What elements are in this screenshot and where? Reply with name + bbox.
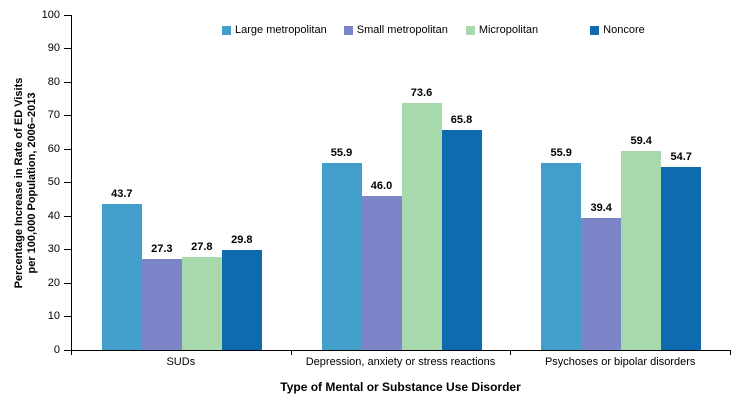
legend-label: Noncore <box>603 24 645 36</box>
y-tick: 100 <box>42 9 71 20</box>
y-tick: 70 <box>48 110 71 121</box>
legend-swatch-icon <box>222 26 231 35</box>
bar-value-label: 43.7 <box>111 187 133 200</box>
x-axis-title: Type of Mental or Substance Use Disorder <box>280 380 521 394</box>
bar: 55.9 <box>541 147 582 350</box>
y-tick: 50 <box>48 177 71 188</box>
x-tick <box>290 351 292 355</box>
y-tick: 60 <box>48 143 71 154</box>
x-category-label: Psychoses or bipolar disorders <box>544 356 696 368</box>
bar-value-label: 46.0 <box>370 179 393 192</box>
chart-legend: Large metropolitan Small metropolitan Micr… <box>222 25 645 36</box>
x-category-label: Depression, anxiety or stress reactions <box>305 356 496 368</box>
y-tick-label: 20 <box>47 276 60 289</box>
x-tick <box>730 351 731 355</box>
legend-label: Small metropolitan <box>356 24 448 36</box>
bar-group: 55.9 46.0 73.6 65.8 <box>292 15 512 350</box>
y-tick-label: 70 <box>47 109 60 121</box>
bar: 54.7 <box>661 151 702 350</box>
y-axis-title: Percentage Increase in Rate of ED Visits… <box>13 77 38 289</box>
bar-value-label: 59.4 <box>630 135 652 148</box>
x-tick <box>510 351 512 355</box>
bar: 73.6 <box>401 87 442 350</box>
y-tick: 90 <box>48 43 71 54</box>
legend-item: Micropolitan <box>465 24 539 36</box>
bar-value-label: 27.8 <box>191 240 213 253</box>
legend-item: Noncore <box>590 25 645 36</box>
bar-value-label: 65.8 <box>450 113 473 126</box>
x-tick <box>71 351 72 355</box>
bar: 59.4 <box>621 135 662 350</box>
y-tick: 30 <box>48 244 71 255</box>
bar: 55.9 <box>321 147 362 350</box>
bar-groups: 43.7 27.3 27.8 29.8 55.9 46.0 73.6 65.8 55.9 39.4… <box>72 15 731 350</box>
bar: 46.0 <box>361 180 402 350</box>
bar-value-label: 54.7 <box>670 150 692 163</box>
bar: 39.4 <box>581 202 622 350</box>
legend-swatch-icon <box>465 26 475 35</box>
legend-item: Small metropolitan <box>343 24 448 36</box>
y-tick: 20 <box>48 277 71 288</box>
plot-area: 0 10 20 30 40 50 60 70 80 90 100 43.7 27.3 27.8 29.8 5… <box>42 9 731 355</box>
legend-label: Micropolitan <box>478 24 539 36</box>
bar-group: 43.7 27.3 27.8 29.8 <box>72 15 292 350</box>
bar: 27.8 <box>181 241 222 350</box>
y-tick-label: 50 <box>47 176 60 188</box>
y-tick: 10 <box>48 311 71 322</box>
x-category-label: SUDs <box>166 356 196 368</box>
y-tick-label: 10 <box>47 310 60 322</box>
y-tick-label: 0 <box>53 343 60 356</box>
y-tick-label: 100 <box>41 8 60 21</box>
x-category-labels: SUDs Depression, anxiety or stress reacti… <box>71 356 730 368</box>
legend-swatch-icon <box>590 26 600 35</box>
legend-item: Large metropolitan <box>222 25 327 36</box>
legend-label: Large metropolitan <box>235 24 327 36</box>
bar-value-label: 73.6 <box>410 87 433 100</box>
bar-group: 55.9 39.4 59.4 54.7 <box>511 15 731 350</box>
bar: 27.3 <box>141 243 182 350</box>
bar: 65.8 <box>441 114 482 350</box>
y-tick-label: 90 <box>47 42 60 54</box>
bar-value-label: 29.8 <box>231 234 253 247</box>
bar: 43.7 <box>101 188 142 350</box>
bar-value-label: 39.4 <box>590 202 612 215</box>
y-tick: 0 <box>54 344 71 355</box>
y-tick-label: 60 <box>47 142 60 155</box>
y-tick: 40 <box>48 210 71 221</box>
legend-swatch-icon <box>343 26 353 35</box>
bar-value-label: 55.9 <box>330 146 353 159</box>
bar: 29.8 <box>221 234 262 350</box>
y-tick-label: 40 <box>47 209 60 222</box>
bar-value-label: 27.3 <box>151 242 173 255</box>
bar-value-label: 55.9 <box>550 146 572 159</box>
y-tick: 80 <box>48 76 71 87</box>
y-tick-label: 30 <box>47 243 60 255</box>
y-tick-label: 80 <box>47 75 60 88</box>
